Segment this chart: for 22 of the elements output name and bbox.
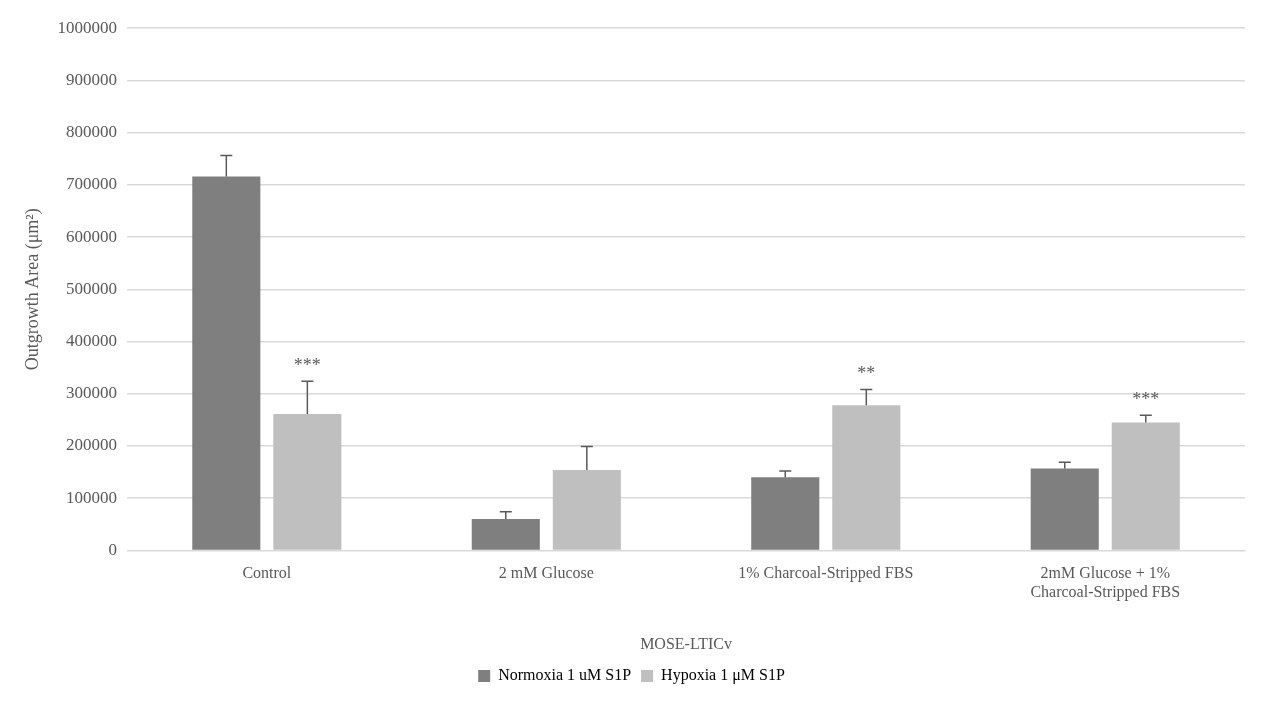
y-tick-label: 700000 [66, 174, 118, 194]
legend-label: Normoxia 1 uM S1P [498, 666, 632, 684]
x-tick-label: 2mM Glucose + 1% Charcoal-Stripped FBS [1030, 564, 1181, 602]
y-axis-title: Outgrowth Area (μm²) [21, 208, 43, 371]
data-label: ** [857, 363, 876, 384]
y-tick-label: 100000 [66, 487, 118, 507]
y-tick-label: 800000 [66, 122, 118, 142]
y-tick-label: 600000 [66, 226, 118, 246]
y-tick-label: 200000 [66, 435, 118, 455]
legend-label: Hypoxia 1 μM S1P [661, 666, 785, 685]
y-tick-label: 400000 [66, 330, 118, 350]
y-tick-label: 1000000 [57, 17, 118, 37]
y-tick-label: 500000 [66, 278, 118, 298]
data-label: *** [1132, 388, 1160, 409]
y-tick-label: 300000 [66, 383, 118, 403]
data-label: *** [293, 354, 321, 375]
y-tick-label: 900000 [66, 69, 118, 89]
x-tick-label: Control [242, 564, 292, 582]
x-tick-label: 1% Charcoal-Stripped FBS [738, 564, 914, 583]
x-tick-label: 2 mM Glucose [498, 564, 594, 582]
y-tick-label: 0 [108, 539, 118, 559]
x-axis-title: MOSE-LTICv [640, 634, 732, 652]
